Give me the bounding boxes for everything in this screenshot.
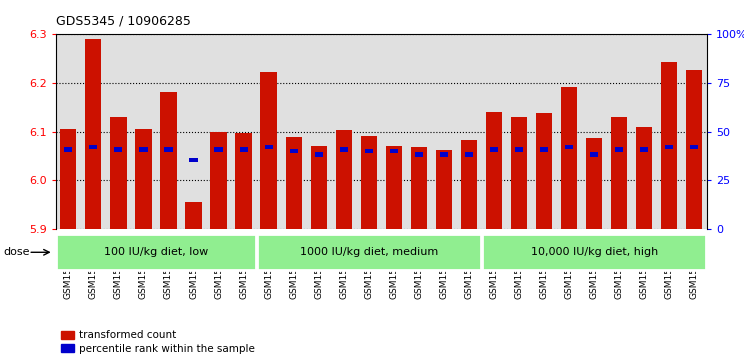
FancyBboxPatch shape bbox=[257, 234, 481, 270]
Bar bbox=[235, 132, 251, 229]
Bar bbox=[211, 132, 227, 229]
Bar bbox=[636, 127, 652, 229]
Bar bbox=[511, 117, 527, 229]
Bar bbox=[415, 152, 423, 156]
Bar bbox=[686, 70, 702, 229]
Bar bbox=[286, 138, 302, 229]
Bar bbox=[265, 145, 273, 149]
Bar bbox=[461, 140, 477, 229]
Bar bbox=[440, 152, 448, 156]
Bar bbox=[361, 136, 377, 229]
Bar bbox=[310, 146, 327, 229]
Text: GDS5345 / 10906285: GDS5345 / 10906285 bbox=[56, 15, 190, 28]
Bar bbox=[465, 152, 473, 156]
Bar bbox=[611, 117, 627, 229]
Bar bbox=[89, 145, 97, 149]
Bar bbox=[289, 149, 298, 153]
Bar bbox=[190, 158, 198, 162]
Bar bbox=[64, 147, 72, 152]
Bar bbox=[536, 113, 552, 229]
FancyBboxPatch shape bbox=[57, 234, 256, 270]
Bar bbox=[115, 147, 123, 152]
Bar bbox=[661, 62, 677, 229]
Text: 100 IU/kg diet, low: 100 IU/kg diet, low bbox=[104, 247, 208, 257]
Bar bbox=[139, 147, 147, 152]
Bar bbox=[540, 147, 548, 152]
Bar bbox=[340, 147, 347, 152]
Bar bbox=[260, 72, 277, 229]
Bar bbox=[161, 92, 176, 229]
Bar bbox=[365, 149, 373, 153]
Bar bbox=[315, 152, 323, 156]
Bar bbox=[486, 112, 502, 229]
Bar bbox=[390, 149, 398, 153]
Bar bbox=[561, 87, 577, 229]
Bar bbox=[590, 152, 598, 156]
Text: 10,000 IU/kg diet, high: 10,000 IU/kg diet, high bbox=[530, 247, 658, 257]
Bar bbox=[110, 117, 126, 229]
Bar bbox=[135, 129, 152, 229]
Bar bbox=[490, 147, 498, 152]
Text: 1000 IU/kg diet, medium: 1000 IU/kg diet, medium bbox=[300, 247, 438, 257]
Bar bbox=[385, 146, 402, 229]
Text: dose: dose bbox=[3, 247, 30, 257]
Bar bbox=[690, 145, 699, 149]
Bar bbox=[411, 147, 427, 229]
Bar bbox=[240, 147, 248, 152]
Bar bbox=[640, 147, 648, 152]
Bar bbox=[86, 39, 101, 229]
Bar bbox=[515, 147, 523, 152]
Bar bbox=[436, 150, 452, 229]
Bar bbox=[665, 145, 673, 149]
Bar bbox=[615, 147, 623, 152]
Bar bbox=[214, 147, 222, 152]
Bar bbox=[586, 138, 602, 229]
Bar bbox=[60, 129, 77, 229]
Bar bbox=[164, 147, 173, 152]
FancyBboxPatch shape bbox=[482, 234, 706, 270]
Bar bbox=[336, 130, 352, 229]
Legend: transformed count, percentile rank within the sample: transformed count, percentile rank withi… bbox=[57, 326, 259, 358]
Bar bbox=[565, 145, 573, 149]
Bar bbox=[185, 201, 202, 229]
